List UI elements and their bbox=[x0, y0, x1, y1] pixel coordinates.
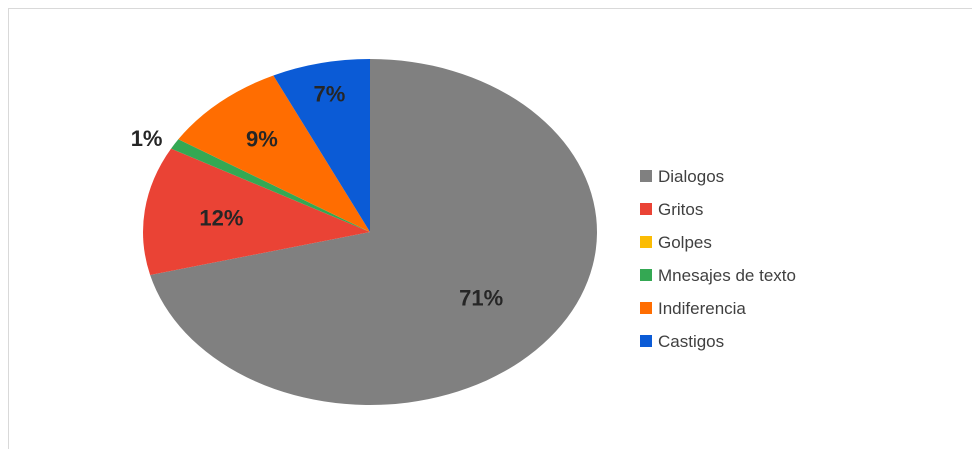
legend-label-dialogos: Dialogos bbox=[658, 167, 724, 186]
legend-item-golpes: Golpes bbox=[640, 233, 712, 252]
legend-swatch-dialogos bbox=[640, 170, 652, 182]
data-label-dialogos: 71% bbox=[459, 286, 503, 311]
legend-label-castigos: Castigos bbox=[658, 332, 724, 351]
slice-indiferencia bbox=[178, 75, 370, 233]
legend-label-golpes: Golpes bbox=[658, 233, 712, 252]
legend: Dialogos Gritos Golpes Mnesajes de texto Ind… bbox=[640, 167, 796, 351]
legend-swatch-gritos bbox=[640, 203, 652, 215]
slice-dialogos bbox=[150, 59, 597, 405]
data-label-mnesajes-de-texto: 1% bbox=[131, 126, 163, 151]
legend-swatch-mnesajes-de-texto bbox=[640, 269, 652, 281]
data-label-gritos: 12% bbox=[199, 206, 243, 231]
legend-item-dialogos: Dialogos bbox=[640, 167, 724, 186]
slice-gritos bbox=[143, 148, 370, 276]
pie-labels: 71% 12% 1% 9% 7% bbox=[131, 82, 504, 311]
legend-swatch-golpes bbox=[640, 236, 652, 248]
data-label-indiferencia: 9% bbox=[246, 127, 278, 152]
legend-item-castigos: Castigos bbox=[640, 332, 724, 351]
legend-label-mnesajes-de-texto: Mnesajes de texto bbox=[658, 266, 796, 285]
legend-item-mnesajes-de-texto: Mnesajes de texto bbox=[640, 266, 796, 285]
legend-item-indiferencia: Indiferencia bbox=[640, 299, 746, 318]
legend-item-gritos: Gritos bbox=[640, 200, 703, 219]
chart-frame bbox=[8, 8, 972, 449]
legend-label-gritos: Gritos bbox=[658, 200, 703, 219]
data-label-castigos: 7% bbox=[314, 82, 346, 107]
pie-slices bbox=[143, 58, 597, 405]
slice-castigos bbox=[273, 58, 370, 232]
legend-swatch-indiferencia bbox=[640, 302, 652, 314]
legend-swatch-castigos bbox=[640, 335, 652, 347]
slice-mnesajes-de-texto bbox=[171, 139, 370, 232]
legend-label-indiferencia: Indiferencia bbox=[658, 299, 746, 318]
